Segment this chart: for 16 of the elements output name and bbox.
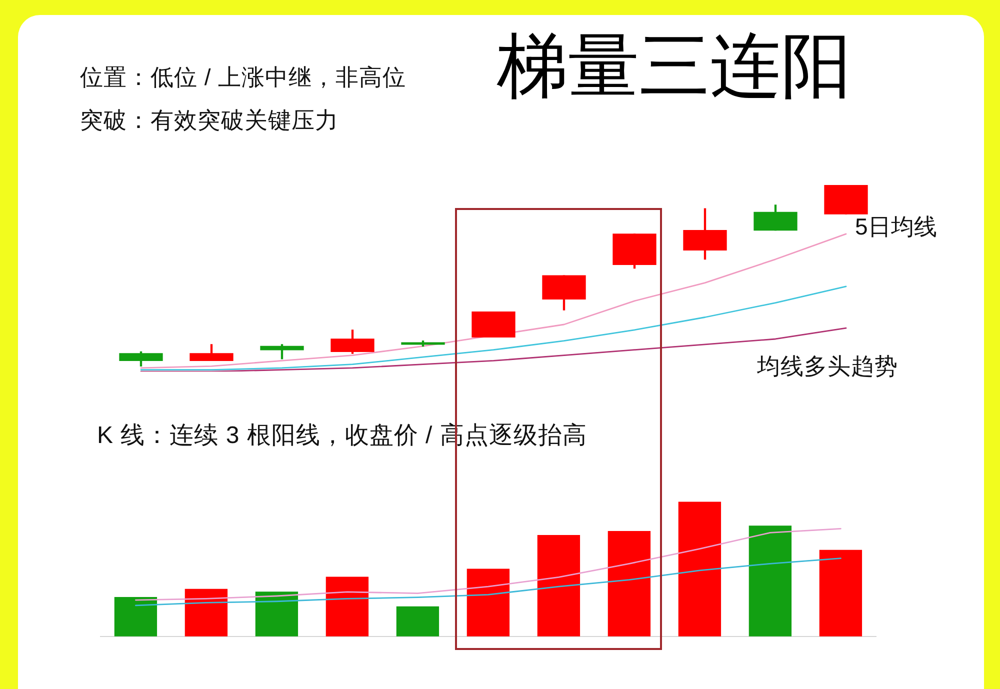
bar bbox=[537, 535, 580, 636]
chart-title: 梯量三连阳 bbox=[497, 27, 852, 106]
text: 位置：低位 / 上涨中继，非高位 bbox=[80, 64, 406, 92]
bar bbox=[255, 592, 298, 636]
bar bbox=[114, 597, 158, 636]
bar bbox=[326, 576, 369, 636]
bar bbox=[184, 588, 228, 636]
bar bbox=[608, 531, 651, 636]
bar bbox=[466, 568, 510, 636]
text: 突破：有效突破关键压力 bbox=[80, 107, 338, 135]
annotation: 均线多头趋势 bbox=[757, 353, 898, 381]
bar bbox=[396, 606, 440, 636]
bar bbox=[819, 550, 862, 636]
bar bbox=[678, 502, 722, 636]
bar bbox=[748, 526, 792, 636]
series-label: 5日均线 bbox=[855, 213, 937, 240]
